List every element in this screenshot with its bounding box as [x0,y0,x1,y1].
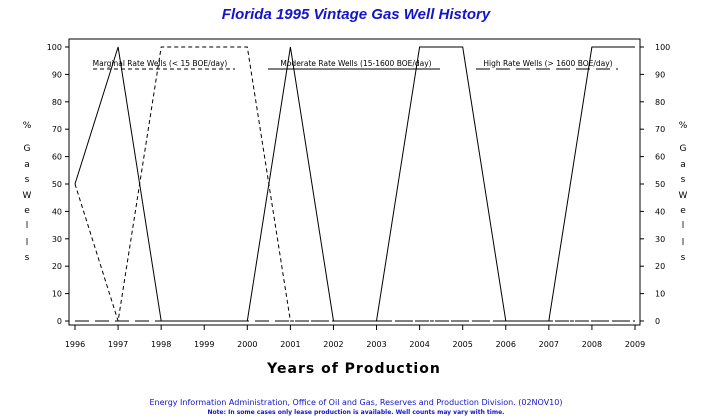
y-axis-label-char: e [680,206,686,216]
x-tick-label: 1998 [151,340,171,349]
y-axis-label-char: W [23,191,32,201]
y-tick-label-left: 40 [52,207,62,216]
x-tick-label: 2004 [409,340,429,349]
y-axis-label-char: G [24,144,31,154]
series-line-2 [74,46,635,322]
plot-frame [68,38,641,326]
y-tick-label-left: 0 [57,317,62,326]
chart-title: Florida 1995 Vintage Gas Well History [222,6,491,23]
legend: Marginal Rate Wells (< 15 BOE/day) Modera… [93,59,618,70]
y-axis-label-char: l [26,238,29,248]
y-tick-label-right: 70 [655,125,665,134]
y-axis-label-char: a [680,160,686,170]
y-tick-label-left: 20 [52,262,62,271]
y-axis-label-char: s [681,253,686,263]
x-tick-label: 1996 [65,340,85,349]
x-axis: 1996 1997 1998 1999 2000 2001 2002 2003 2004 2005… [65,325,645,349]
footer-source: Energy Information Administration, Offic… [150,398,563,407]
y-tick-label-left: 70 [52,125,62,134]
y-axis-label-char: % [23,121,32,131]
x-tick-label: 1997 [108,340,128,349]
y-tick-label-left: 10 [52,290,62,299]
y-axis-label-char: l [682,221,685,231]
x-tick-label: 2006 [496,340,516,349]
y-tick-label-left: 90 [52,70,62,79]
x-axis-label: Years of Production [266,361,441,377]
legend-label-1: Marginal Rate Wells (< 15 BOE/day) [93,59,228,68]
y-axis-right: 0 10 20 30 40 50 60 70 80 90 100 [640,43,670,326]
y-tick-label-right: 50 [655,180,665,189]
y-tick-label-right: 20 [655,262,665,271]
y-tick-label-right: 30 [655,235,665,244]
y-axis-label-char: % [679,121,688,131]
x-tick-label: 2008 [582,340,602,349]
x-tick-label: 2002 [323,340,343,349]
y-tick-label-right: 100 [655,43,670,52]
x-tick-label: 2003 [366,340,386,349]
y-axis-label-char: e [24,206,30,216]
y-axis-label-char: l [26,221,29,231]
x-tick-label: 2007 [539,340,559,349]
series-layer [74,46,635,322]
y-tick-label-left: 80 [52,98,62,107]
legend-label-2: Moderate Rate Wells (15-1600 BOE/day) [280,59,431,68]
x-tick-label: 2001 [280,340,300,349]
y-tick-label-left: 100 [47,43,62,52]
series-line-1 [74,46,635,322]
x-tick-label: 2009 [625,340,645,349]
y-tick-label-left: 60 [52,153,62,162]
x-tick-label: 2000 [237,340,257,349]
y-axis-label-char: l [682,238,685,248]
y-axis-label-char: G [680,144,687,154]
y-tick-label-left: 50 [52,180,62,189]
legend-label-3: High Rate Wells (> 1600 BOE/day) [483,59,612,68]
y-axis-label-char: W [679,191,688,201]
y-axis-label-char: a [24,160,30,170]
y-axis-label-char: s [25,175,30,185]
footer-note: Note: In some cases only lease productio… [208,409,505,416]
y-axis-label-char: s [25,253,30,263]
y-tick-label-right: 40 [655,207,665,216]
y-tick-label-right: 90 [655,70,665,79]
y-axis-label-char: s [681,175,686,185]
y-tick-label-right: 10 [655,290,665,299]
y-tick-label-left: 30 [52,235,62,244]
y-axis-left: 0 10 20 30 40 50 60 70 80 90 100 [47,43,69,326]
y-tick-label-right: 80 [655,98,665,107]
y-tick-label-right: 60 [655,153,665,162]
x-tick-label: 1999 [194,340,214,349]
y-tick-label-right: 0 [655,317,660,326]
x-tick-label: 2005 [453,340,473,349]
